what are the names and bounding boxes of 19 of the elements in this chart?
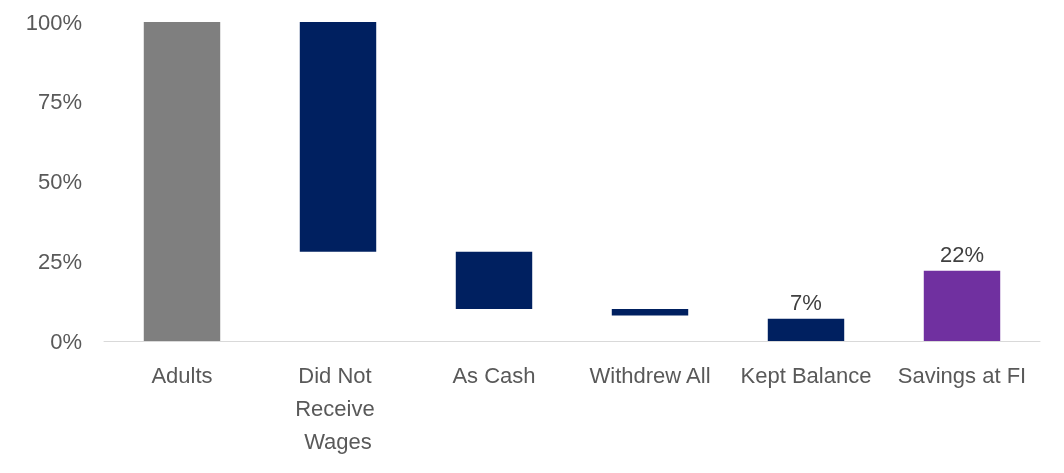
bar [611, 309, 689, 316]
x-tick-label: Kept Balance [740, 363, 872, 388]
data-label: 22% [939, 242, 985, 268]
x-tick-label: As Cash [452, 363, 536, 388]
y-tick-label: 50% [37, 169, 82, 194]
bar [299, 22, 377, 252]
bar [455, 251, 533, 310]
y-tick-label: 100% [25, 9, 82, 35]
bar [143, 22, 221, 341]
x-tick-label: Did Not Receive Wages [295, 363, 381, 454]
y-tick-label: 0% [50, 328, 82, 354]
x-tick-label: Savings at FI [897, 363, 1027, 388]
bar [923, 270, 1001, 341]
bar [767, 318, 845, 341]
y-tick-label: 25% [37, 248, 82, 274]
y-tick-label: 75% [37, 89, 82, 115]
data-label: 7% [790, 290, 822, 316]
x-tick-label: Withdrew All [589, 363, 711, 388]
x-tick-label: Adults [151, 363, 213, 388]
